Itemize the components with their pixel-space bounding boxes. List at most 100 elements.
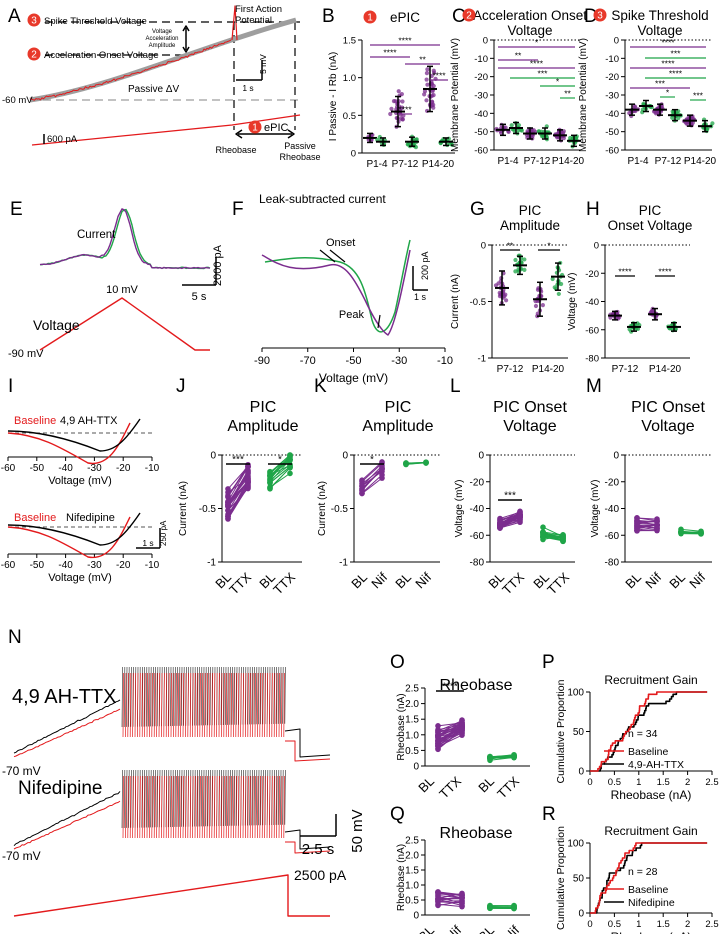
panel-b-data-point — [424, 71, 430, 76]
panel-p-xtick-label: 1.5 — [657, 777, 670, 788]
panel-j-data-point — [245, 482, 251, 489]
panel-b-y-label: I Passive - I Rb (nA) — [328, 52, 339, 141]
panel-c-data-point — [516, 123, 522, 128]
panel-letter-m: M — [586, 376, 602, 397]
panel-f-scale-pa-label: 200 pA — [420, 251, 430, 280]
panel-c-xtick-label: P7-12 — [524, 156, 551, 167]
panel-b-xtick-label: P1-4 — [366, 159, 388, 170]
panel-f-xtick-label: -90 — [254, 355, 270, 367]
panel-g-y-label: Current (nA) — [450, 274, 461, 329]
panel-q-y-label: Rheobase (nA) — [396, 844, 407, 911]
panel-m-title: PIC Onset — [631, 399, 705, 416]
panel-l-ytick-label: -80 — [470, 558, 485, 569]
panel-c-ytick-label: -50 — [474, 127, 488, 138]
panel-b-badge-text: 1 — [367, 13, 373, 24]
panel-j-data-point — [245, 464, 251, 470]
panel-e-scale-s-label: 5 s — [192, 291, 207, 303]
panel-letter-c: C — [452, 6, 466, 27]
panel-i-drug1-label: 4,9 AH-TTX — [60, 415, 118, 427]
panel-i-drug2-label: Nifedipine — [66, 512, 115, 524]
panel-n-ttx-red-ramp — [13, 708, 121, 758]
panel-j-data-point — [225, 486, 231, 492]
panel-b-data-point — [450, 142, 455, 148]
panel-d-sig-label: * — [666, 88, 670, 98]
panel-j-sig-label: *** — [232, 455, 244, 466]
panel-d-badge-text: 3 — [597, 11, 603, 22]
panel-k-pair-line — [361, 477, 383, 494]
panel-b-data-point — [422, 92, 427, 97]
panel-l-pair-line — [499, 520, 521, 528]
panel-b-xtick-label: P14-20 — [422, 159, 455, 170]
panel-q-ytick-label: 1.5 — [405, 866, 419, 877]
panel-l-data-point — [540, 529, 546, 536]
panel-m-xtick-label: Nif — [642, 569, 664, 591]
panel-h-title: Onset Voltage — [608, 218, 693, 233]
panel-a-vaa-arrowhead — [182, 46, 190, 53]
panel-q-xtick-label: Nif — [500, 922, 522, 934]
panel-m-data-point — [698, 529, 704, 535]
panel-g-data-point — [497, 290, 502, 295]
panel-f-onset-arrow — [319, 249, 336, 263]
panel-a-badge-1 — [248, 120, 262, 134]
panel-b-data-point — [400, 99, 405, 104]
panel-q-ytick-label: 0 — [413, 911, 419, 922]
panel-g-data-point — [550, 276, 555, 282]
panel-m-pair-line — [636, 524, 658, 530]
panel-r-y-label: Cumulative Proportion — [555, 826, 567, 930]
panel-p-xtick-label: 1 — [636, 777, 641, 788]
panel-i-bottom-x-label: Voltage (mV) — [48, 572, 112, 584]
panel-k-xtick-label: BL — [392, 570, 414, 592]
panel-k-xtick-label: BL — [348, 570, 370, 592]
panel-m-pair-line — [636, 520, 658, 524]
panel-b-xtick-label: P7-12 — [392, 159, 419, 170]
panel-m-pair-line — [636, 517, 658, 520]
panel-l-ytick-label: 0 — [478, 451, 484, 462]
panel-q-pair-line — [437, 897, 463, 901]
panel-b-data-point — [424, 98, 429, 103]
panel-c-badge-text: 2 — [466, 11, 472, 22]
panel-h-title: PIC — [639, 203, 662, 218]
panel-f-onset-arrow — [329, 249, 346, 263]
panel-i-top-x-label: Voltage (mV) — [48, 475, 112, 487]
panel-l-ytick-label: -40 — [470, 504, 485, 515]
panel-b-data-point — [425, 82, 430, 87]
panel-d-ytick-label: 0 — [614, 36, 619, 47]
panel-c-data-point — [568, 135, 573, 141]
panel-p-xtick-label: 2 — [685, 777, 690, 788]
panel-j-data-point — [287, 470, 293, 477]
panel-l-pair-line — [542, 526, 564, 538]
panel-f-purple-trace — [261, 249, 411, 336]
panel-o-pair-line — [437, 734, 463, 747]
panel-c-data-point — [503, 125, 508, 130]
panel-k-data-point — [359, 488, 365, 494]
panel-o-pair-line — [437, 724, 463, 731]
panel-a-voltage-trace — [29, 39, 232, 101]
panel-e-voltage-ramp — [39, 297, 210, 351]
panel-l-data-point — [540, 534, 546, 541]
panel-k-data-point — [379, 465, 385, 471]
panel-c-ytick-label: 0 — [483, 36, 488, 47]
panel-n-nif-black-ramp — [13, 791, 121, 847]
panel-letter-i: I — [8, 376, 13, 397]
panel-h-ytick-label: -20 — [585, 269, 599, 280]
panel-f-title: Leak-subtracted current — [259, 192, 386, 206]
panel-b-sig-label: ** — [419, 55, 426, 65]
panel-d-ytick-label: -30 — [605, 91, 619, 102]
panel-h-xtick-label: P7-12 — [612, 364, 639, 375]
panel-a-badge-3 — [27, 13, 41, 27]
panel-j-title: PIC — [250, 399, 277, 416]
panel-b-data-point — [389, 106, 394, 111]
panel-p-xtick-label: 2.5 — [705, 777, 718, 788]
panel-r-xtick-label: 1 — [636, 919, 641, 930]
panel-letter-e: E — [10, 199, 23, 220]
panel-j-data-point — [225, 502, 231, 508]
panel-p-baseline-curve — [590, 691, 708, 772]
panel-i-top-xtick-label: -50 — [30, 463, 45, 474]
panel-a-epic-arrowhead — [235, 129, 243, 139]
panel-k-sig-label: * — [370, 455, 374, 466]
panel-k-pair-line — [361, 465, 383, 487]
panel-d-title: Voltage — [637, 23, 682, 38]
panel-a-badge-1-text: 1 — [252, 123, 258, 134]
panel-o-ytick-label: 0 — [413, 762, 419, 773]
panel-g-xtick-label: P14-20 — [532, 364, 565, 375]
